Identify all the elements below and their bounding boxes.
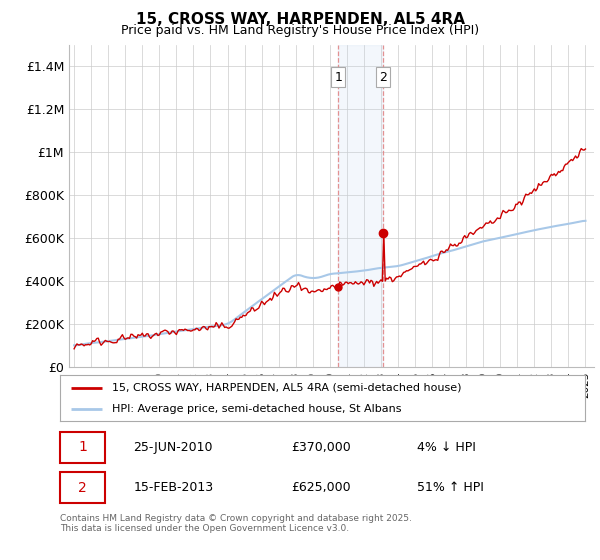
Text: HPI: Average price, semi-detached house, St Albans: HPI: Average price, semi-detached house,…	[113, 404, 402, 414]
Text: Contains HM Land Registry data © Crown copyright and database right 2025.
This d: Contains HM Land Registry data © Crown c…	[60, 514, 412, 534]
Text: 1: 1	[78, 440, 87, 455]
Text: 25-JUN-2010: 25-JUN-2010	[133, 441, 213, 454]
Text: 4% ↓ HPI: 4% ↓ HPI	[417, 441, 476, 454]
Text: £625,000: £625,000	[291, 481, 350, 494]
Text: 15, CROSS WAY, HARPENDEN, AL5 4RA (semi-detached house): 15, CROSS WAY, HARPENDEN, AL5 4RA (semi-…	[113, 382, 462, 393]
Text: 51% ↑ HPI: 51% ↑ HPI	[417, 481, 484, 494]
FancyBboxPatch shape	[60, 472, 104, 503]
Text: 1: 1	[334, 71, 342, 83]
Text: Price paid vs. HM Land Registry's House Price Index (HPI): Price paid vs. HM Land Registry's House …	[121, 24, 479, 37]
Text: 15, CROSS WAY, HARPENDEN, AL5 4RA: 15, CROSS WAY, HARPENDEN, AL5 4RA	[136, 12, 464, 27]
FancyBboxPatch shape	[60, 432, 104, 463]
Text: 2: 2	[78, 480, 87, 495]
Text: 2: 2	[379, 71, 387, 83]
Text: 15-FEB-2013: 15-FEB-2013	[133, 481, 214, 494]
Bar	[338, 45, 383, 367]
Text: £370,000: £370,000	[291, 441, 351, 454]
